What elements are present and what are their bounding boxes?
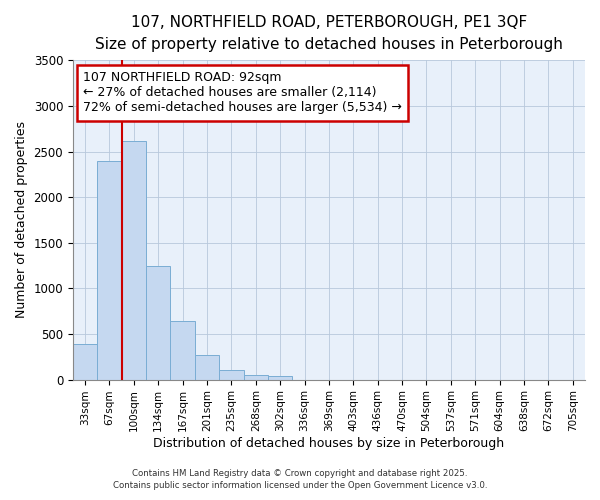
Bar [219,370,244,380]
Bar [170,321,195,380]
Bar [122,140,146,380]
Text: 107 NORTHFIELD ROAD: 92sqm
← 27% of detached houses are smaller (2,114)
72% of s: 107 NORTHFIELD ROAD: 92sqm ← 27% of deta… [83,72,402,114]
X-axis label: Distribution of detached houses by size in Peterborough: Distribution of detached houses by size … [154,437,505,450]
Bar [146,266,170,380]
Text: Contains HM Land Registry data © Crown copyright and database right 2025.
Contai: Contains HM Land Registry data © Crown c… [113,468,487,490]
Bar [268,376,292,380]
Bar [73,344,97,380]
Y-axis label: Number of detached properties: Number of detached properties [15,122,28,318]
Bar [244,374,268,380]
Title: 107, NORTHFIELD ROAD, PETERBOROUGH, PE1 3QF
Size of property relative to detache: 107, NORTHFIELD ROAD, PETERBOROUGH, PE1 … [95,15,563,52]
Bar [195,355,219,380]
Bar [97,160,122,380]
